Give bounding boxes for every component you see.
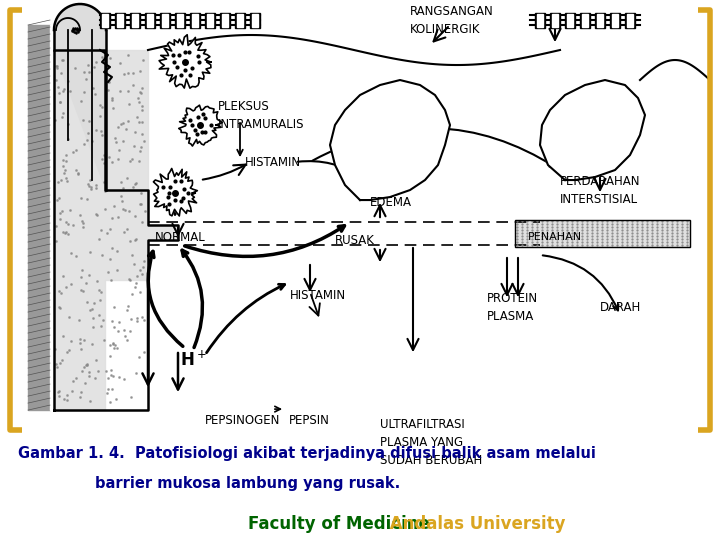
- Text: PENAHAN: PENAHAN: [528, 232, 582, 242]
- Bar: [595, 13, 605, 28]
- Polygon shape: [159, 35, 211, 88]
- Bar: [102, 14, 108, 27]
- Text: H$^+$: H$^+$: [179, 350, 207, 370]
- Bar: [237, 14, 243, 27]
- Text: NORMAL: NORMAL: [155, 231, 206, 244]
- Bar: [100, 13, 110, 28]
- Bar: [550, 13, 560, 28]
- Bar: [192, 14, 198, 27]
- Bar: [117, 14, 123, 27]
- Bar: [50, 25, 54, 410]
- Bar: [537, 14, 543, 27]
- Bar: [175, 13, 185, 28]
- Bar: [627, 14, 633, 27]
- Polygon shape: [54, 50, 178, 410]
- Text: EDEMA: EDEMA: [370, 195, 412, 208]
- Bar: [28, 25, 50, 410]
- Bar: [130, 13, 140, 28]
- Text: HISTAMIN: HISTAMIN: [245, 156, 301, 168]
- Text: PEPSIN: PEPSIN: [289, 414, 330, 427]
- Text: PERDARAHAN
INTERSTISIAL: PERDARAHAN INTERSTISIAL: [560, 174, 641, 206]
- Bar: [147, 14, 153, 27]
- Text: Gambar 1. 4.  Patofisiologi akibat terjadinya difusi balik asam melalui: Gambar 1. 4. Patofisiologi akibat terjad…: [18, 446, 596, 461]
- Bar: [222, 14, 228, 27]
- Polygon shape: [330, 80, 450, 200]
- Text: RANGSANGAN
KOLINERGIK: RANGSANGAN KOLINERGIK: [410, 4, 494, 36]
- Bar: [207, 14, 213, 27]
- Text: Faculty of Medicine: Faculty of Medicine: [248, 515, 430, 534]
- Bar: [145, 13, 155, 28]
- Bar: [567, 14, 573, 27]
- Bar: [610, 13, 620, 28]
- Text: PLEKSUS
INTRAMURALIS: PLEKSUS INTRAMURALIS: [218, 99, 305, 131]
- Text: Andalas University: Andalas University: [384, 515, 565, 534]
- Bar: [515, 220, 690, 247]
- Bar: [177, 14, 183, 27]
- Bar: [162, 14, 168, 27]
- Bar: [515, 220, 690, 247]
- Bar: [235, 13, 245, 28]
- Bar: [220, 13, 230, 28]
- Bar: [205, 13, 215, 28]
- Bar: [580, 13, 590, 28]
- Text: PROTEIN
PLASMA: PROTEIN PLASMA: [487, 292, 538, 322]
- Bar: [582, 14, 588, 27]
- Text: ULTRAFILTRASI
PLASMA YANG
SUDAH BERUBAH: ULTRAFILTRASI PLASMA YANG SUDAH BERUBAH: [380, 418, 482, 467]
- Polygon shape: [153, 168, 197, 216]
- Polygon shape: [179, 105, 222, 146]
- Bar: [132, 14, 138, 27]
- Bar: [190, 13, 200, 28]
- Bar: [597, 14, 603, 27]
- Bar: [565, 13, 575, 28]
- Bar: [552, 14, 558, 27]
- Bar: [252, 14, 258, 27]
- Text: barrier mukosa lambung yang rusak.: barrier mukosa lambung yang rusak.: [95, 476, 400, 491]
- Text: DARAH: DARAH: [600, 301, 642, 314]
- Polygon shape: [540, 80, 645, 180]
- Bar: [115, 13, 125, 28]
- Text: RUSAK: RUSAK: [335, 234, 375, 247]
- Bar: [612, 14, 618, 27]
- Bar: [535, 13, 545, 28]
- Polygon shape: [54, 4, 106, 190]
- Bar: [160, 13, 170, 28]
- Bar: [625, 13, 635, 28]
- Text: PEPSINOGEN: PEPSINOGEN: [205, 414, 280, 427]
- Bar: [250, 13, 260, 28]
- Text: HISTAMIN: HISTAMIN: [290, 288, 346, 301]
